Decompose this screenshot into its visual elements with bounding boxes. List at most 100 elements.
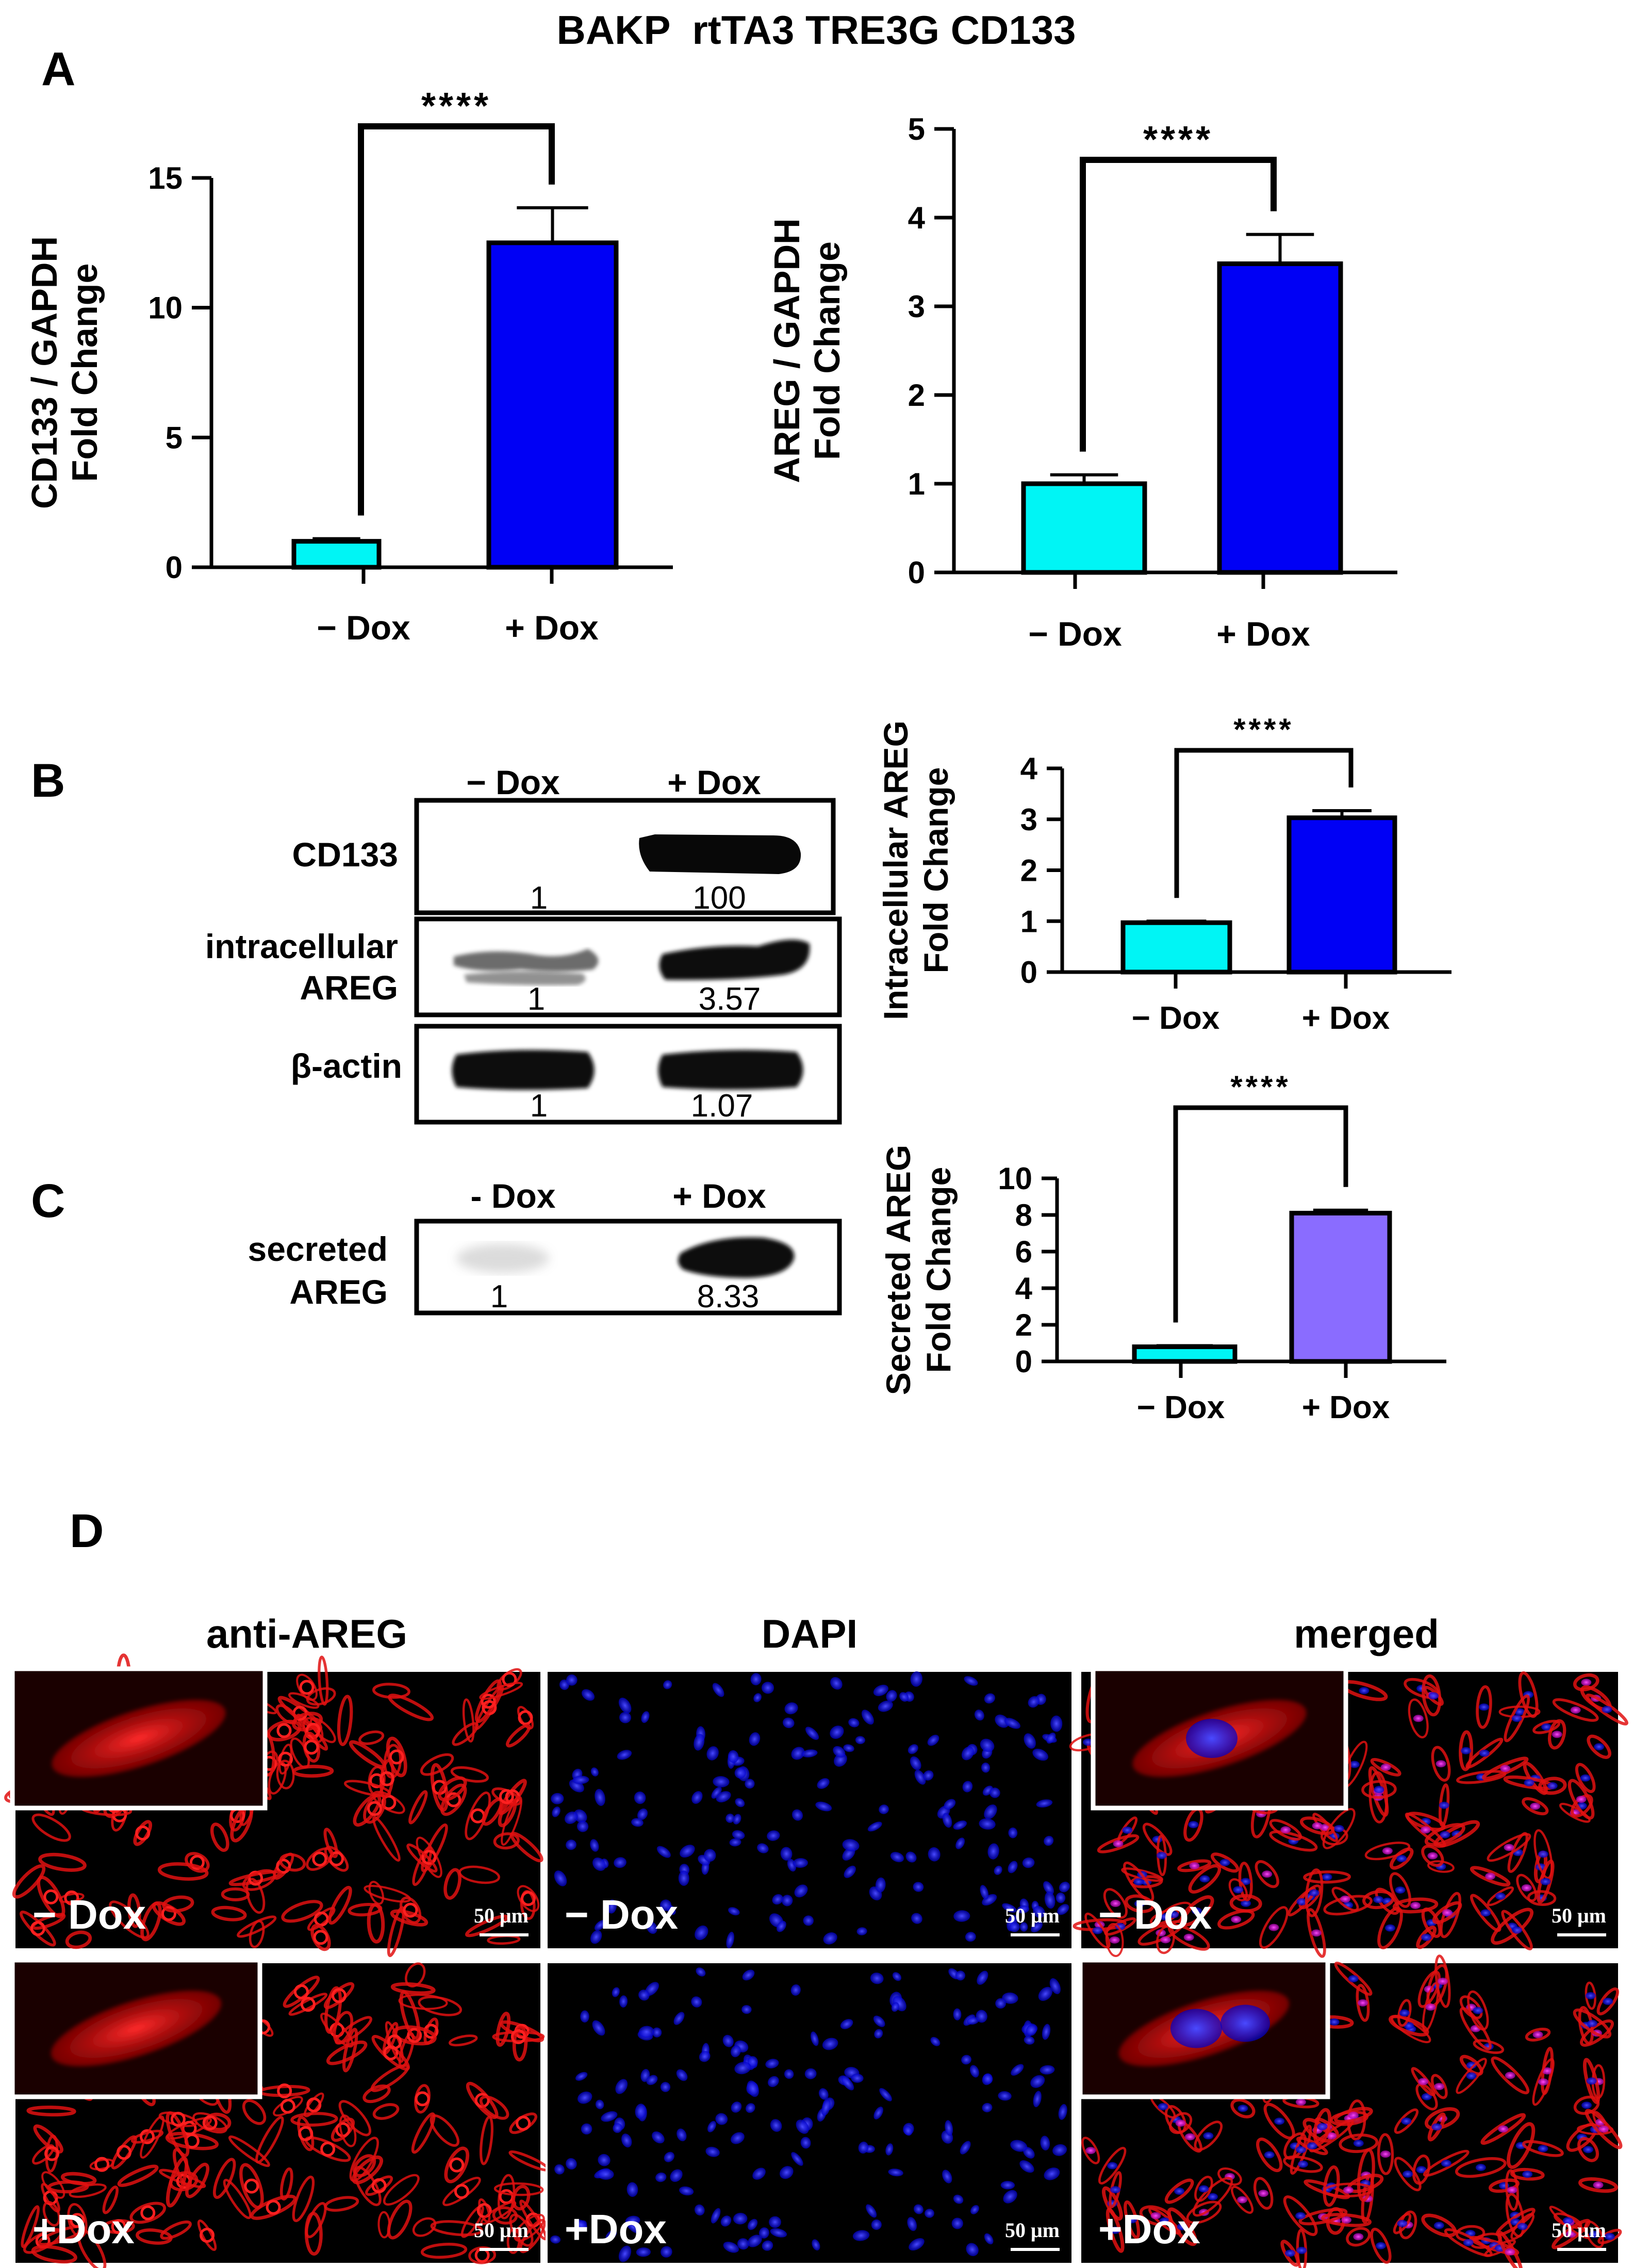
nucleus xyxy=(1113,1840,1124,1848)
cell-outline xyxy=(76,2228,107,2268)
y-tick-label: 4 xyxy=(908,201,926,235)
nucleus xyxy=(655,2172,667,2182)
cell-outline xyxy=(496,2012,511,2047)
nucleus xyxy=(1343,2186,1354,2194)
cell-outline xyxy=(1527,1890,1557,1906)
cell-outline xyxy=(1597,2228,1622,2245)
cell-outline xyxy=(1587,1734,1611,1759)
blot-c-label-line2: AREG xyxy=(289,1273,388,1311)
cell-outline xyxy=(221,1887,250,1901)
nucleus xyxy=(676,2069,688,2081)
cell-outline xyxy=(21,2205,40,2248)
cell-outline xyxy=(512,2184,531,2211)
nucleus xyxy=(1040,2065,1055,2075)
significance-label: **** xyxy=(1233,712,1294,747)
cell-outline xyxy=(342,2028,358,2073)
nucleus xyxy=(1589,2230,1599,2238)
significance-bracket xyxy=(358,123,555,516)
nucleus xyxy=(747,2234,762,2247)
nucleus xyxy=(886,1690,897,1702)
cell-outline xyxy=(338,2100,371,2136)
nucleus xyxy=(1160,1936,1171,1944)
cell-outline xyxy=(1481,1756,1529,1781)
nucleus xyxy=(1022,1857,1035,1868)
nucleus xyxy=(554,1870,567,1886)
nucleus xyxy=(1042,2024,1051,2040)
cell-outline xyxy=(117,2164,159,2187)
cell-outline xyxy=(1269,1819,1302,1841)
band-areg-plus xyxy=(659,940,810,980)
scale-bar-label: 50 μm xyxy=(1552,1904,1606,1927)
nucleus xyxy=(747,2080,759,2097)
micrograph-red-plus-dox: +Dox 50 μm xyxy=(10,1958,550,2268)
nucleus xyxy=(1521,1884,1532,1892)
cell-outline xyxy=(279,2167,293,2201)
nucleus xyxy=(858,2141,869,2154)
cell-round xyxy=(389,1749,404,1765)
cell-outline xyxy=(185,2162,210,2198)
nucleus xyxy=(1008,1827,1018,1838)
cell-outline xyxy=(339,2114,357,2147)
nucleus xyxy=(965,1932,976,1942)
nucleus xyxy=(758,2227,769,2239)
nucleus xyxy=(793,1858,808,1868)
nucleus xyxy=(580,2010,589,2023)
nucleus xyxy=(1312,1822,1323,1830)
micrograph-merged-plus-dox: +Dox 50 μm xyxy=(1078,1954,1623,2268)
cell-round xyxy=(298,2126,314,2141)
nucleus xyxy=(1044,1891,1055,1909)
cell-outline xyxy=(1263,2102,1295,2140)
nucleus xyxy=(1083,1738,1094,1746)
cell-outline xyxy=(185,1852,210,1873)
cell-outline xyxy=(1424,2107,1460,2130)
cell-outline xyxy=(1269,1830,1318,1852)
nucleus xyxy=(1189,1862,1200,1869)
inset-nucleus xyxy=(1186,1719,1238,1758)
cell-outline xyxy=(223,2179,252,2220)
nucleus xyxy=(1547,1782,1558,1789)
cell-outline xyxy=(1575,1763,1596,1793)
cell-outline xyxy=(383,2174,420,2206)
cell-outline xyxy=(512,2025,528,2062)
panel-letter-a: A xyxy=(41,43,75,95)
cell-outline xyxy=(1432,1901,1462,1925)
nucleus xyxy=(1541,1723,1552,1731)
nucleus xyxy=(1133,1878,1144,1886)
nucleus xyxy=(1522,2171,1533,2178)
cell-round xyxy=(502,1672,517,1687)
nucleus xyxy=(607,1899,617,1914)
bar xyxy=(291,539,382,570)
cell-outline xyxy=(1516,1873,1538,1902)
cell-outline xyxy=(372,1816,401,1862)
nucleus xyxy=(1540,1878,1551,1885)
row-label: +Dox xyxy=(32,2206,135,2252)
cell-outline xyxy=(1303,1870,1351,1884)
cell-outline xyxy=(1361,1780,1397,1799)
cell-round xyxy=(293,1984,309,1999)
cell-outline xyxy=(129,2201,167,2224)
cell-outline xyxy=(1188,1864,1222,1894)
microscopy-grid: − Dox 50 μm − Dox 50 μm − Dox 50 μm+Dox 50 μm +… xyxy=(4,1653,1628,2268)
nucleus xyxy=(581,2123,592,2135)
cell-outline xyxy=(479,1682,523,1700)
cell-outline xyxy=(468,2246,497,2264)
cell-outline xyxy=(406,1843,438,1873)
nucleus xyxy=(728,1907,740,1916)
nucleus xyxy=(1495,1893,1506,1900)
cell-outline xyxy=(38,1852,87,1872)
nucleus xyxy=(1297,2160,1308,2168)
nucleus xyxy=(618,2245,632,2262)
cell-outline xyxy=(292,1712,323,1732)
cell-outline xyxy=(1480,2113,1526,2145)
nucleus xyxy=(638,1990,650,2001)
cell-outline xyxy=(1394,2108,1419,2134)
nucleus xyxy=(1175,2119,1186,2127)
nucleus xyxy=(1057,1904,1069,1915)
nucleus xyxy=(830,1677,843,1690)
nucleus xyxy=(977,1970,988,1985)
cell-outline xyxy=(1522,2140,1564,2157)
cell-outline xyxy=(493,1832,520,1850)
nucleus xyxy=(841,2076,854,2091)
cell-outline xyxy=(157,1862,209,1881)
nucleus xyxy=(1055,1892,1066,1903)
